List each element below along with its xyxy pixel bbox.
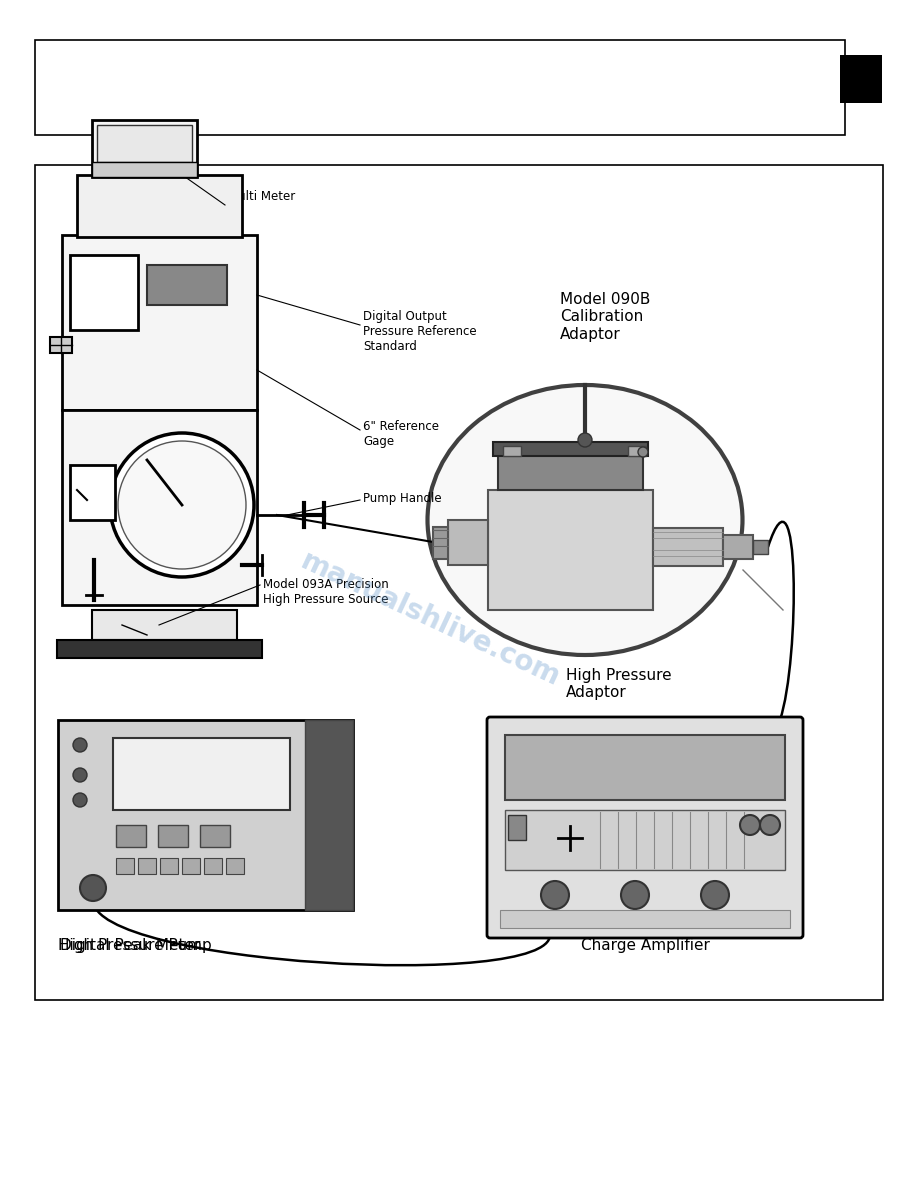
Bar bbox=[500, 910, 790, 928]
Circle shape bbox=[638, 447, 648, 457]
Text: Model 093A Precision
High Pressure Source: Model 093A Precision High Pressure Sourc… bbox=[263, 578, 389, 607]
Bar bbox=[498, 455, 643, 490]
Bar bbox=[62, 235, 257, 410]
Circle shape bbox=[578, 433, 592, 447]
Text: 6" Reference
Gage: 6" Reference Gage bbox=[363, 420, 439, 447]
Text: Pump Handle: Pump Handle bbox=[363, 491, 442, 504]
Bar bbox=[70, 255, 138, 330]
Bar bbox=[753, 540, 768, 554]
FancyBboxPatch shape bbox=[487, 717, 803, 938]
Bar bbox=[448, 520, 488, 565]
Circle shape bbox=[760, 815, 780, 834]
Bar bbox=[723, 535, 753, 559]
Circle shape bbox=[73, 768, 87, 782]
Bar bbox=[433, 527, 448, 559]
Bar bbox=[138, 858, 156, 874]
Text: High Pressure
Adaptor: High Pressure Adaptor bbox=[566, 668, 671, 700]
Circle shape bbox=[73, 793, 87, 807]
Circle shape bbox=[80, 875, 106, 901]
Bar bbox=[58, 721, 353, 910]
Bar bbox=[62, 410, 257, 605]
Circle shape bbox=[73, 738, 87, 753]
Text: Model 090B
Calibration
Adaptor: Model 090B Calibration Adaptor bbox=[560, 292, 650, 342]
Text: manualshlive.com: manualshlive.com bbox=[296, 547, 564, 692]
Circle shape bbox=[541, 881, 569, 909]
Bar bbox=[35, 40, 845, 135]
Bar bbox=[77, 174, 242, 237]
Bar bbox=[57, 640, 262, 658]
Circle shape bbox=[621, 881, 649, 909]
Bar bbox=[305, 721, 353, 910]
Bar bbox=[508, 815, 526, 840]
Ellipse shape bbox=[427, 385, 743, 655]
Bar bbox=[113, 738, 290, 810]
Bar bbox=[204, 858, 222, 874]
Circle shape bbox=[118, 442, 246, 569]
Bar bbox=[653, 528, 723, 566]
Text: Digital Peak Meter: Digital Peak Meter bbox=[60, 938, 200, 953]
Text: Multi Meter: Multi Meter bbox=[228, 190, 295, 203]
Bar bbox=[35, 165, 883, 999]
Bar bbox=[70, 465, 115, 520]
Bar bbox=[147, 265, 227, 305]
Bar bbox=[493, 442, 648, 456]
Text: Digital Output
Pressure Reference
Standard: Digital Output Pressure Reference Standa… bbox=[363, 310, 477, 353]
Bar bbox=[116, 825, 146, 848]
Bar bbox=[116, 858, 134, 874]
Circle shape bbox=[701, 881, 729, 909]
Circle shape bbox=[110, 433, 254, 577]
Bar bbox=[160, 858, 178, 874]
Bar bbox=[92, 161, 197, 177]
Bar bbox=[182, 858, 200, 874]
Bar bbox=[158, 825, 188, 848]
Bar bbox=[97, 125, 192, 161]
Bar bbox=[840, 55, 882, 103]
Bar bbox=[200, 825, 230, 848]
Bar bbox=[50, 337, 72, 353]
Bar bbox=[226, 858, 244, 874]
Bar bbox=[505, 810, 785, 870]
Text: High Pressure Pump: High Pressure Pump bbox=[58, 938, 212, 953]
Bar bbox=[628, 446, 646, 456]
Bar bbox=[92, 120, 197, 177]
Circle shape bbox=[740, 815, 760, 834]
Bar bbox=[92, 610, 237, 640]
Bar bbox=[505, 735, 785, 800]
Bar bbox=[503, 446, 521, 456]
Text: Charge Amplifier: Charge Amplifier bbox=[580, 938, 710, 953]
Bar bbox=[488, 490, 653, 610]
